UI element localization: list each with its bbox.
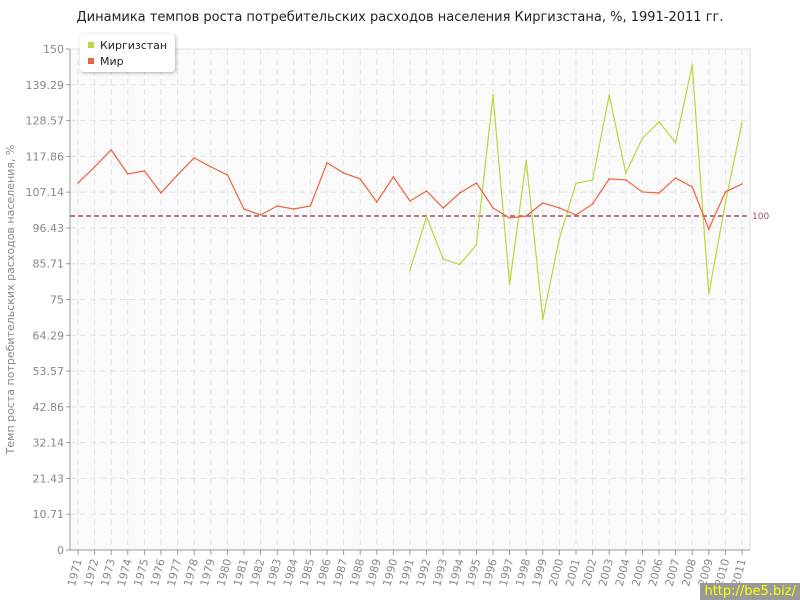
legend-label: Мир	[100, 54, 124, 68]
data-point	[475, 244, 478, 246]
data-point	[459, 263, 461, 266]
data-point	[641, 191, 644, 193]
data-point	[176, 174, 179, 176]
data-point	[691, 186, 693, 188]
data-point	[542, 318, 544, 321]
legend-swatch	[88, 42, 94, 48]
y-tick-label: 96.43	[33, 222, 65, 235]
data-point	[691, 64, 693, 66]
data-point	[525, 215, 527, 217]
data-point	[625, 179, 627, 181]
y-tick-label: 64.29	[33, 329, 65, 342]
data-point	[708, 293, 710, 295]
data-point	[127, 173, 129, 175]
data-point	[77, 182, 79, 184]
data-point	[243, 208, 245, 210]
data-point	[525, 159, 527, 162]
watermark[interactable]: http://be5.biz/	[700, 583, 800, 600]
data-point	[193, 157, 195, 159]
reference-line-label: 100	[752, 212, 769, 222]
data-point	[608, 178, 610, 180]
data-point	[625, 172, 627, 175]
data-point	[376, 201, 378, 203]
data-point	[293, 208, 295, 210]
data-point	[674, 177, 677, 179]
data-point	[93, 166, 96, 168]
y-tick-label: 53.57	[33, 365, 65, 378]
legend-item[interactable]: Киргизстан	[88, 37, 167, 53]
data-point	[226, 174, 229, 176]
data-point	[160, 192, 162, 194]
data-point	[359, 178, 362, 180]
data-point	[492, 94, 494, 96]
data-point	[741, 183, 743, 185]
legend-label: Киргизстан	[100, 38, 168, 52]
data-point	[724, 201, 727, 204]
data-point	[276, 205, 279, 207]
data-point	[342, 172, 345, 174]
data-point	[143, 170, 146, 172]
data-point	[259, 214, 262, 216]
y-tick-label: 0	[57, 544, 64, 557]
data-point	[508, 283, 511, 286]
data-point	[309, 205, 312, 207]
data-point	[392, 176, 395, 178]
y-axis-label: Темп роста потребительских расходов насе…	[4, 145, 17, 456]
legend-item[interactable]: Мир	[88, 53, 167, 69]
legend-swatch	[88, 58, 94, 64]
data-point	[425, 215, 428, 218]
data-point	[425, 190, 428, 192]
data-point	[542, 202, 544, 204]
y-tick-label: 85.71	[33, 258, 65, 271]
data-point	[508, 217, 511, 219]
data-point	[210, 166, 212, 168]
data-point	[658, 192, 660, 194]
data-point	[326, 162, 328, 164]
data-point	[459, 192, 461, 194]
data-point	[608, 94, 610, 96]
legend: Киргизстан Мир	[80, 34, 176, 72]
data-point	[558, 237, 561, 240]
y-tick-label: 128.57	[26, 115, 65, 128]
chart-title: Динамика темпов роста потребительских ра…	[76, 10, 724, 25]
data-point	[409, 200, 411, 202]
data-point	[492, 207, 494, 209]
data-point	[575, 214, 577, 216]
y-tick-label: 150	[43, 43, 64, 56]
y-tick-label: 75	[50, 294, 64, 307]
data-point	[658, 121, 660, 123]
y-tick-label: 107.14	[26, 186, 65, 199]
data-point	[409, 269, 411, 271]
data-point	[475, 182, 478, 184]
y-tick-label: 117.86	[26, 150, 65, 163]
data-point	[110, 149, 112, 151]
data-point	[591, 203, 594, 205]
data-point	[575, 182, 577, 185]
data-point	[674, 142, 677, 144]
data-point	[558, 207, 561, 209]
data-point	[741, 122, 743, 124]
data-point	[591, 179, 594, 181]
y-tick-label: 139.29	[26, 79, 65, 92]
y-tick-label: 21.43	[33, 472, 65, 485]
data-point	[641, 137, 644, 139]
y-tick-label: 42.86	[33, 401, 65, 414]
y-tick-label: 32.14	[33, 437, 65, 450]
data-point	[708, 228, 710, 230]
data-point	[442, 258, 445, 260]
y-tick-label: 10.71	[33, 508, 65, 521]
data-point	[724, 191, 727, 193]
data-point	[442, 207, 445, 209]
